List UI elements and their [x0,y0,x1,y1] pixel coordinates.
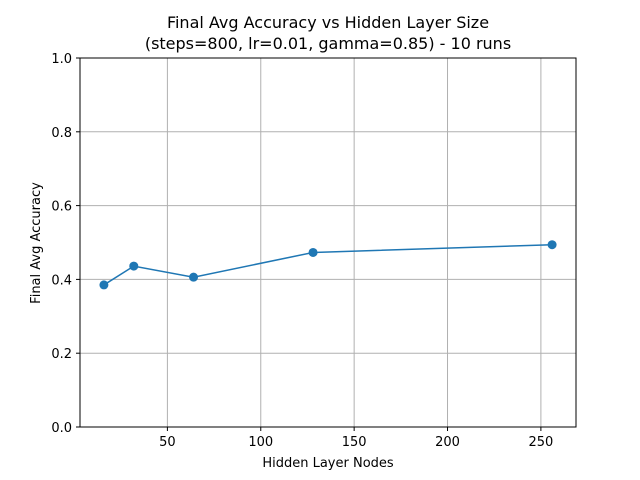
plot-area-frame [79,57,577,428]
x-tick-label: 150 [342,435,367,450]
chart-title-line-2: (steps=800, lr=0.01, gamma=0.85) - 10 ru… [145,34,511,53]
x-tick-label: 250 [528,435,553,450]
y-axis-label: Final Avg Accuracy [29,182,44,304]
data-point [547,240,557,250]
y-tick-label: 0.8 [51,126,72,141]
y-tick-label: 0.2 [51,347,72,362]
data-point [99,280,109,290]
data-point [189,272,199,282]
y-axis-ticks: 0.0 0.2 0.4 0.6 0.8 1.0 [51,52,80,436]
data-point [308,247,318,257]
grid-lines [80,57,576,428]
y-tick-label: 0.0 [51,421,72,436]
x-tick-label: 200 [435,435,460,450]
data-series [99,240,557,290]
x-axis-ticks: 50 100 150 200 250 [159,427,553,450]
x-axis-label: Hidden Layer Nodes [262,456,394,471]
y-tick-label: 1.0 [51,52,72,67]
chart-title-line-1: Final Avg Accuracy vs Hidden Layer Size [167,13,489,32]
data-point [129,261,139,271]
x-tick-label: 100 [248,435,273,450]
y-tick-label: 0.4 [51,273,72,288]
y-tick-label: 0.6 [51,200,72,215]
x-tick-label: 50 [159,435,176,450]
